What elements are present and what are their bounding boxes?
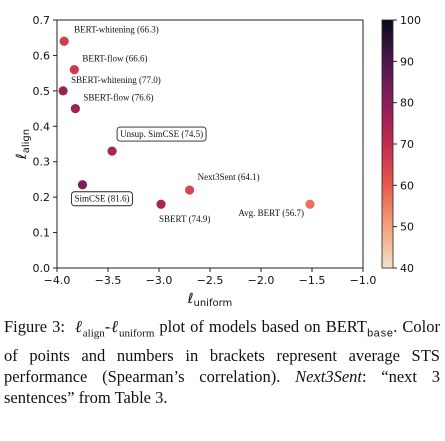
x-tick-label: −3.5 [95, 274, 122, 287]
x-tick-label: −2.5 [197, 274, 224, 287]
data-point-marker [156, 199, 166, 209]
data-point-marker [77, 180, 88, 190]
y-tick-label: 0.7 [33, 14, 51, 27]
colorbar-ticks: 40 50 60 70 80 90 100 [393, 14, 421, 275]
colorbar-tick-label: 60 [400, 179, 414, 192]
figure-caption: Figure 3: ℓalign-ℓuniform plot of models… [4, 317, 441, 408]
x-tick-label: −1.5 [299, 274, 326, 287]
x-tick-label: −3.0 [146, 274, 173, 287]
point-sbert-whitening: SBERT-whitening (77.0) [58, 75, 161, 96]
data-point-marker [185, 185, 195, 195]
data-point-marker [305, 199, 315, 209]
point-simcse: SimCSE (81.6) [71, 180, 133, 207]
y-tick-label: 0.4 [33, 120, 51, 133]
y-axis-ticks: 0.0 0.1 0.2 0.3 0.4 0.5 0.6 0.7 [33, 14, 57, 275]
data-point-marker [58, 86, 68, 96]
point-bert-whitening: BERT-whitening (66.3) [59, 24, 159, 46]
point-unsup-simcse: Unsup. SimCSE (74.5) [107, 126, 207, 156]
colorbar-tick-label: 70 [400, 138, 414, 151]
caption-text-2: . Color of points and numbers in bracket… [4, 317, 441, 387]
y-tick-label: 0.2 [33, 191, 51, 204]
x-tick-label: −2.0 [248, 274, 275, 287]
colorbar-gradient [381, 19, 394, 269]
caption-fig-label: Figure 3: [4, 317, 65, 336]
y-tick-label: 0.6 [33, 49, 51, 62]
colorbar-tick-label: 50 [400, 221, 414, 234]
x-axis-ticks: −4.0 −3.5 −3.0 −2.5 −2.0 −1.5 −1.0 [44, 268, 377, 287]
y-tick-label: 0.1 [33, 227, 51, 240]
data-point-marker [69, 65, 79, 75]
caption-l-align: ℓalign [74, 317, 105, 340]
caption-l-uniform: ℓuniform [110, 317, 155, 340]
point-sbert: SBERT (74.9) [156, 199, 210, 224]
data-point-label: Next3Sent (64.1) [198, 172, 260, 182]
caption-text-3: : “next 3 sentences” from Table 3. [4, 367, 440, 408]
data-point-label: SBERT (74.9) [159, 214, 210, 224]
data-point-label: BERT-flow (66.6) [82, 54, 147, 64]
data-point-marker [107, 146, 117, 156]
y-axis-label: ℓalign [14, 129, 32, 160]
caption-text-1: plot of models based on [159, 317, 321, 336]
data-point-label: Avg. BERT (56.7) [238, 208, 304, 218]
x-tick-label: −1.0 [350, 274, 377, 287]
x-axis-label: ℓuniform [187, 291, 233, 309]
colorbar-tick-label: 100 [400, 14, 421, 27]
scatter-plot: −4.0 −3.5 −3.0 −2.5 −2.0 −1.5 −1.0 0.00.10.20.… [14, 14, 376, 309]
colorbar-tick-label: 90 [400, 55, 414, 68]
data-point-label: SBERT-flow (76.6) [83, 93, 153, 103]
data-point-label: BERT-whitening (66.3) [74, 24, 159, 34]
data-point-label: Unsup. SimCSE (74.5) [120, 129, 203, 139]
label-box [116, 126, 207, 142]
point-avg-bert: Avg. BERT (56.7) [238, 199, 315, 218]
x-tick-label: −4.0 [44, 274, 71, 287]
point-next3sent: Next3Sent (64.1) [185, 172, 260, 195]
alignment-uniformity-figure: −4.0 −3.5 −3.0 −2.5 −2.0 −1.5 −1.0 0.00.10.20.… [14, 14, 421, 309]
data-point-marker [59, 36, 69, 46]
colorbar-tick-label: 80 [400, 97, 414, 110]
caption-next3sent: Next3Sent [295, 367, 362, 387]
y-tick-label: 0.0 [33, 262, 51, 275]
point-sbert-flow: SBERT-flow (76.6) [70, 93, 154, 114]
data-point-label: SimCSE (81.6) [75, 194, 130, 204]
label-box [71, 191, 133, 207]
y-tick-label: 0.3 [33, 156, 51, 169]
data-point-marker [70, 103, 80, 114]
colorbar: 40 50 60 70 80 90 100 [381, 14, 421, 275]
caption-bert: BERTbase [325, 317, 394, 341]
data-points: BERT-whitening (66.3) BERT-flow (66.6) SBE… [58, 24, 315, 224]
data-point-label: SBERT-whitening (77.0) [71, 75, 161, 85]
colorbar-tick-label: 40 [400, 262, 414, 275]
y-tick-label: 0.5 [33, 85, 51, 98]
point-bert-flow: BERT-flow (66.6) [69, 54, 147, 75]
